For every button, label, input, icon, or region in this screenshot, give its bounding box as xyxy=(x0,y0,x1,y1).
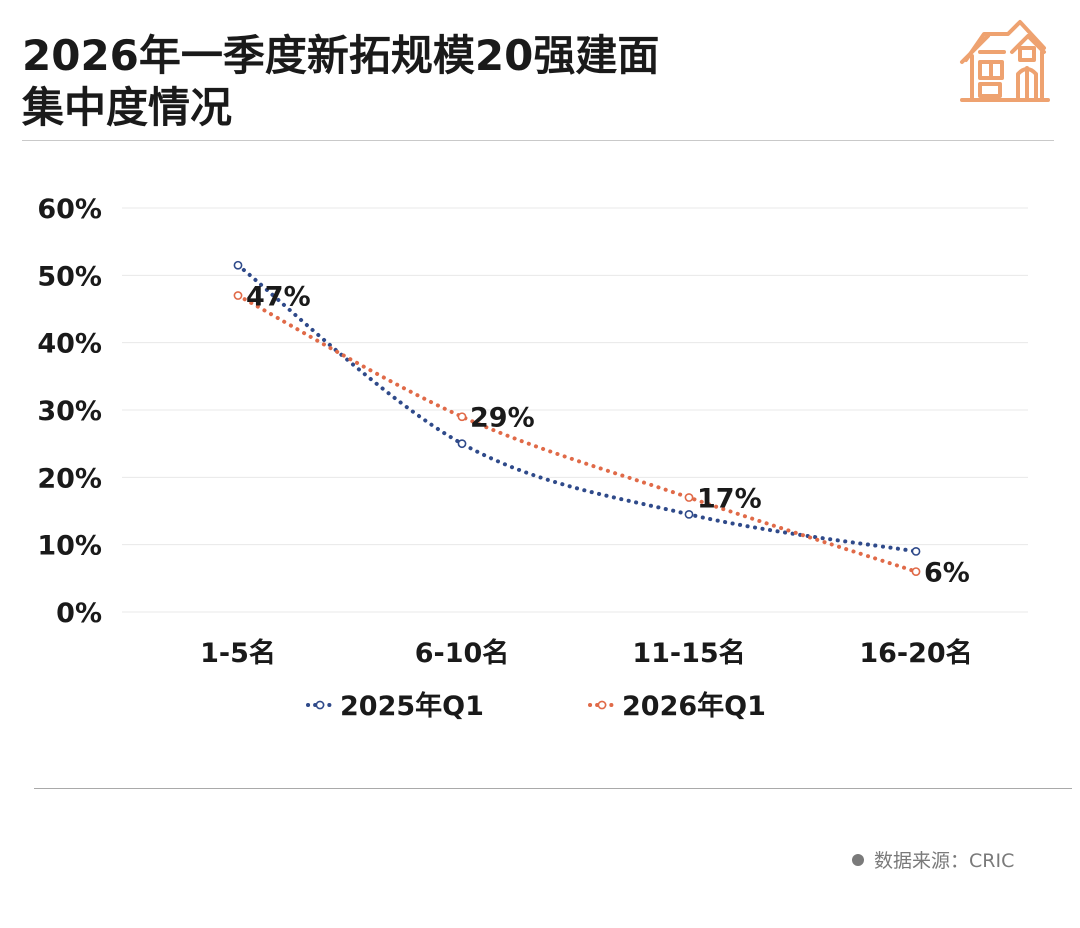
data-point xyxy=(911,567,921,576)
data-label: 17% xyxy=(697,484,762,515)
grid-lines xyxy=(122,207,1028,613)
y-tick-label: 60% xyxy=(37,194,102,225)
data-point xyxy=(233,260,243,270)
data-label: 29% xyxy=(470,403,535,434)
data-point xyxy=(684,493,694,502)
x-tick-label: 6-10名 xyxy=(415,637,510,669)
data-point xyxy=(457,439,467,449)
source-bullet-icon xyxy=(852,853,864,866)
x-tick-label: 11-15名 xyxy=(632,637,745,669)
footer-divider xyxy=(34,788,1072,789)
data-point xyxy=(233,291,243,300)
series-line-1 xyxy=(236,263,918,554)
data-label: 47% xyxy=(246,282,311,313)
y-tick-label: 10% xyxy=(37,531,102,562)
y-tick-label: 50% xyxy=(37,261,102,292)
y-tick-label: 40% xyxy=(37,329,102,360)
source-note: 数据来源：CRIC xyxy=(852,846,1014,873)
page-title: 2026年一季度新拓规模20强建面 集中度情况 xyxy=(22,30,882,134)
y-axis-ticks: 0% 10% 20% 30% 40% 50% 60% xyxy=(37,194,102,629)
source-text: 数据来源：CRIC xyxy=(874,850,1015,872)
series-lines xyxy=(233,260,921,576)
x-tick-label: 16-20名 xyxy=(859,637,972,669)
legend-marker xyxy=(597,700,607,710)
legend-label: 2026年Q1 xyxy=(622,690,766,722)
y-tick-label: 20% xyxy=(37,463,102,494)
data-point xyxy=(684,509,694,519)
data-point xyxy=(457,412,467,422)
x-tick-label: 1-5名 xyxy=(200,637,276,669)
title-divider xyxy=(22,140,1054,141)
data-labels: 47% 29% 17% 6% xyxy=(246,282,970,589)
data-label: 6% xyxy=(924,558,970,589)
title-line-1: 2026年一季度新拓规模20强建面 xyxy=(22,31,660,80)
y-tick-label: 0% xyxy=(56,598,102,629)
title-line-2: 集中度情况 xyxy=(22,83,233,132)
series-line-2 xyxy=(236,293,918,574)
legend: 2025年Q1 2026年Q1 xyxy=(306,690,766,722)
line-chart: 0% 10% 20% 30% 40% 50% 60% 1-5名 6-10名 11-15名 16-2… xyxy=(37,194,1028,722)
data-point xyxy=(911,547,921,556)
house-icon xyxy=(960,20,1050,102)
legend-label: 2025年Q1 xyxy=(340,690,484,722)
x-axis-ticks: 1-5名 6-10名 11-15名 16-20名 xyxy=(200,637,973,669)
y-tick-label: 30% xyxy=(37,396,102,427)
legend-marker xyxy=(315,700,325,710)
